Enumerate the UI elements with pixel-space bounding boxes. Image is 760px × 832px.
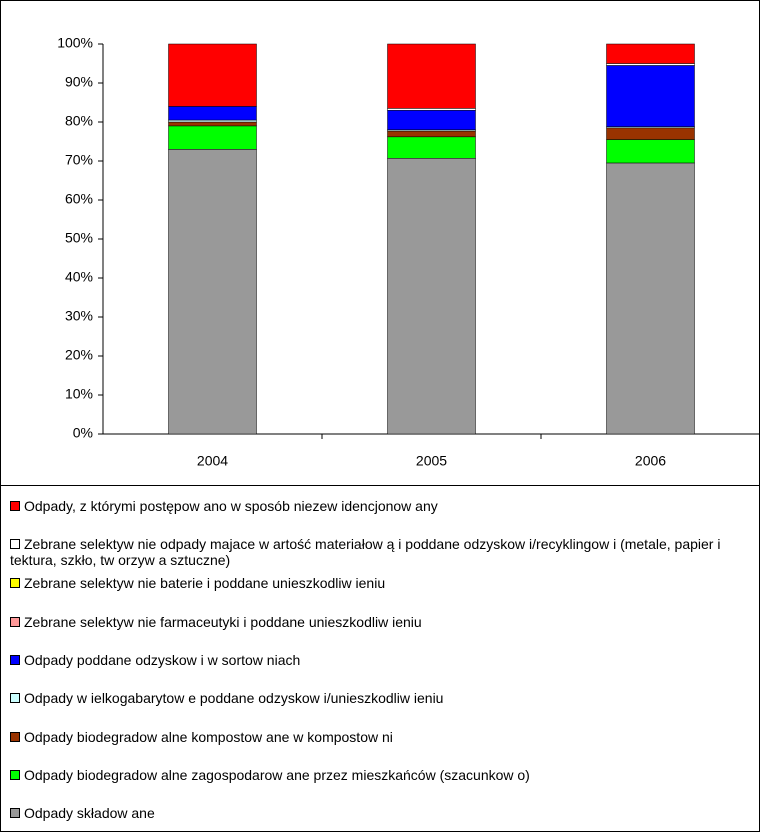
- legend-entry: Odpady biodegradow alne zagospodarow ane…: [10, 767, 530, 783]
- y-tick-label: 30%: [65, 308, 93, 324]
- legend-entry: Zebrane selektyw nie baterie i poddane u…: [10, 575, 385, 591]
- legend-label: Odpady biodegradow alne kompostow ane w …: [24, 729, 393, 745]
- bar-segment: [606, 127, 695, 140]
- legend-entry: Odpady składow ane: [10, 805, 155, 821]
- y-tick-label: 80%: [65, 113, 93, 129]
- legend-swatch: [10, 655, 20, 665]
- legend-label: Odpady, z którymi postępow ano w sposób …: [24, 498, 438, 514]
- bar-segment: [387, 136, 476, 159]
- legend-swatch: [10, 693, 20, 703]
- legend-label: Zebrane selektyw nie farmaceutyki i podd…: [24, 614, 422, 630]
- legend-swatch: [10, 617, 20, 627]
- legend-label: Odpady składow ane: [24, 805, 155, 821]
- legend-label: Odpady biodegradow alne zagospodarow ane…: [24, 767, 530, 783]
- bar-segment: [168, 119, 257, 123]
- bar-segment: [387, 108, 476, 111]
- legend-entry: Odpady, z którymi postępow ano w sposób …: [10, 498, 438, 514]
- legend-label: Zebrane selektyw nie baterie i poddane u…: [24, 575, 386, 591]
- legend-entry: Odpady biodegradow alne kompostow ane w …: [10, 729, 393, 745]
- bar-segment: [606, 65, 695, 127]
- legend-swatch: [10, 732, 20, 742]
- legend-entry: Zebrane selektyw nie odpady majace w art…: [10, 536, 745, 568]
- y-tick-label: 70%: [65, 152, 93, 168]
- bar-segment: [387, 130, 476, 138]
- y-tick-label: 20%: [65, 347, 93, 363]
- bar-segment: [606, 162, 695, 435]
- y-tick-label: 10%: [65, 386, 93, 402]
- y-tick-label: 60%: [65, 191, 93, 207]
- bar-segment: [168, 125, 257, 150]
- bar-segment: [387, 158, 476, 435]
- y-tick-label: 100%: [57, 35, 93, 51]
- bar-segment: [387, 43, 476, 109]
- legend-entry: Odpady w ielkogabarytow e poddane odzysk…: [10, 690, 443, 706]
- legend-label: Odpady poddane odzyskow i w sortow niach: [24, 652, 301, 668]
- legend-swatch: [10, 539, 20, 549]
- bar-segment: [606, 43, 695, 64]
- y-tick-label: 40%: [65, 269, 93, 285]
- y-tick-label: 50%: [65, 230, 93, 246]
- legend-entry: Zebrane selektyw nie farmaceutyki i podd…: [10, 614, 422, 630]
- bar-segment: [168, 121, 257, 127]
- legend-label: Odpady w ielkogabarytow e poddane odzysk…: [24, 690, 444, 706]
- y-tick-label: 0%: [73, 425, 93, 441]
- legend-swatch: [10, 770, 20, 780]
- bar-segment: [606, 139, 695, 164]
- x-tick-label: 2006: [635, 453, 666, 469]
- bar-segment: [168, 106, 257, 121]
- bar-segment: [606, 63, 695, 66]
- x-tick-label: 2005: [416, 453, 447, 469]
- legend-swatch: [10, 578, 20, 588]
- legend-entry: Odpady poddane odzyskow i w sortow niach: [10, 652, 300, 668]
- bar-segment: [168, 43, 257, 107]
- y-tick-label: 90%: [65, 74, 93, 90]
- legend-label: Zebrane selektyw nie odpady majace w art…: [10, 536, 721, 568]
- legend-swatch: [10, 501, 20, 511]
- legend-swatch: [10, 808, 20, 818]
- bar-segment: [168, 149, 257, 435]
- x-tick-label: 2004: [197, 453, 228, 469]
- bar-segment: [387, 110, 476, 131]
